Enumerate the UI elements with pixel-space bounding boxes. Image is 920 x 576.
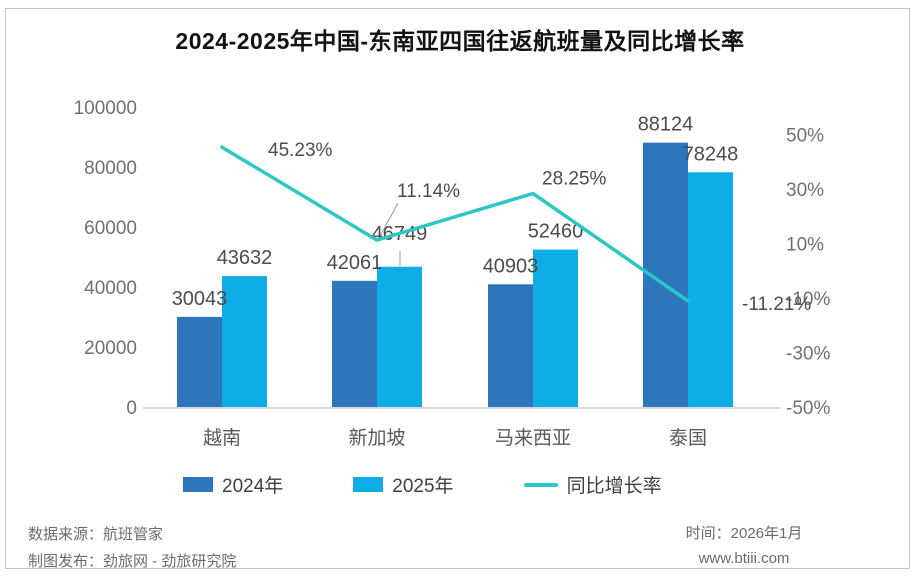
legend-swatch-2024 — [183, 477, 213, 492]
right-axis-tick: -10% — [786, 289, 830, 310]
category-label: 越南 — [203, 427, 241, 449]
left-axis-tick: 80000 — [84, 158, 137, 179]
bar-2024 — [177, 316, 222, 407]
legend-swatch-2025 — [353, 477, 384, 492]
chart-title: 2024-2025年中国-东南亚四国往返航班量及同比增长率 — [175, 28, 745, 54]
website-text: www.btiii.com — [698, 550, 790, 567]
bar-2025 — [533, 249, 578, 407]
bar-2024 — [332, 280, 377, 407]
footer-right: 时间：2026年1月 www.btiii.com — [634, 521, 854, 571]
bar-value-label-2025: 52460 — [528, 221, 584, 243]
category-label: 马来西亚 — [495, 427, 571, 449]
right-axis-tick: 10% — [786, 234, 824, 255]
bar-value-label-2024: 88124 — [638, 114, 694, 136]
growth-point-label: 28.25% — [542, 169, 607, 190]
legend-item-2025: 2025年 — [353, 471, 454, 498]
growth-point-label: 45.23% — [268, 140, 333, 161]
left-axis-tick: 100000 — [74, 98, 137, 119]
legend-label-2025: 2025年 — [392, 476, 454, 497]
left-axis-tick: 20000 — [84, 338, 137, 359]
bar-2024 — [488, 284, 533, 407]
category-label: 泰国 — [669, 427, 707, 449]
left-axis-tick: 60000 — [84, 218, 137, 239]
bar-2025 — [222, 276, 267, 407]
data-source-text: 数据来源：航班管家 — [28, 526, 164, 543]
left-axis-tick: 0 — [126, 398, 137, 419]
legend-item-2024: 2024年 — [183, 471, 283, 498]
growth-point-label: 11.14% — [397, 181, 460, 202]
label-leader-line — [378, 202, 399, 239]
right-axis-tick: -50% — [786, 398, 830, 419]
growth-point-label: -11.21% — [742, 294, 811, 315]
legend-item-growth: 同比增长率 — [523, 471, 662, 498]
right-axis-tick: 50% — [786, 125, 824, 146]
right-axis-tick: 30% — [786, 180, 824, 201]
bar-2025 — [377, 266, 422, 407]
legend-line-swatch — [523, 482, 558, 487]
bar-value-label-2025: 43632 — [217, 247, 273, 269]
legend-label-growth: 同比增长率 — [566, 476, 662, 497]
right-axis-tick: -30% — [786, 343, 830, 364]
bar-value-label-2024: 42061 — [327, 252, 383, 274]
category-label: 新加坡 — [348, 427, 405, 449]
chart-legend: 2024年 2025年 同比增长率 — [0, 471, 920, 498]
bar-value-label-2024: 40903 — [483, 255, 539, 277]
bar-value-label-2024: 30043 — [172, 288, 228, 310]
legend-label-2024: 2024年 — [222, 476, 284, 497]
bar-2025 — [688, 172, 733, 407]
left-axis-tick: 40000 — [84, 278, 137, 299]
time-text: 时间：2026年1月 — [685, 525, 803, 542]
publisher-text: 制图发布：劲旅网 - 劲旅研究院 — [28, 553, 237, 570]
footer-left: 数据来源：航班管家 制图发布：劲旅网 - 劲旅研究院 — [28, 521, 236, 575]
bar-value-label-2025: 78248 — [683, 143, 739, 165]
growth-line — [220, 145, 690, 303]
